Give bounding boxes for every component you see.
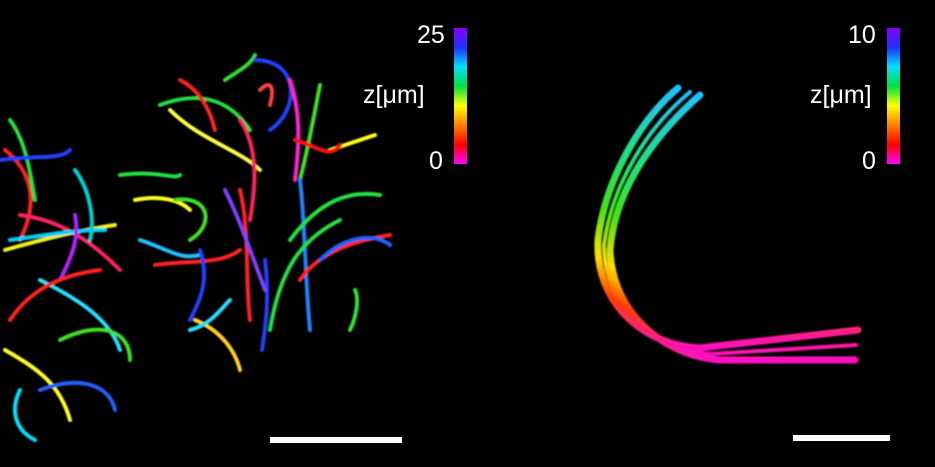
filament: [3, 223, 117, 252]
filament: [168, 108, 262, 172]
filament: [38, 380, 117, 412]
filament: [298, 178, 312, 332]
colorbar: [887, 28, 900, 164]
scale-bar: [270, 437, 402, 443]
filament: [158, 96, 252, 132]
filament: [348, 288, 360, 332]
filament: [298, 83, 322, 182]
filament: [193, 318, 242, 372]
filament: [238, 188, 252, 322]
colorbar-axis-label: z[μm]: [363, 81, 425, 109]
scale-bar: [793, 435, 890, 441]
filament: [288, 191, 382, 242]
filament: [13, 388, 37, 442]
filament: [188, 298, 232, 332]
filament: [73, 168, 94, 242]
colorbar-min-label: 0: [862, 147, 876, 175]
filament: [38, 278, 122, 352]
colorbar-max-label: 10: [848, 21, 876, 49]
filament: [3, 348, 72, 422]
filament: [298, 233, 392, 282]
bundle-strand: [594, 84, 862, 352]
filament: [268, 218, 342, 332]
filament: [173, 197, 208, 242]
filament: [260, 258, 270, 352]
right-panel-bundle: [594, 84, 862, 364]
filament: [293, 138, 342, 154]
filament: [58, 213, 79, 282]
left-panel-filaments: [0, 53, 392, 442]
bundle-strand: [601, 90, 858, 357]
filament: [8, 268, 102, 322]
filament: [188, 248, 207, 322]
filament: [223, 188, 267, 292]
filament: [0, 148, 72, 162]
filament: [138, 238, 202, 259]
filament: [223, 53, 257, 82]
filament: [178, 78, 217, 132]
colorbar-min-label: 0: [429, 147, 443, 175]
colorbar-max-label: 25: [417, 21, 445, 49]
colorbar: [454, 28, 467, 164]
colorbar-axis-label: z[μm]: [810, 81, 872, 109]
filament: [8, 228, 107, 242]
bundle-strand: [606, 91, 859, 364]
filament: [58, 327, 132, 362]
filament: [238, 118, 257, 222]
filament: [288, 78, 301, 182]
filament: [318, 235, 392, 262]
filament: [133, 196, 192, 212]
filament: [118, 171, 182, 179]
filament: [258, 83, 274, 107]
